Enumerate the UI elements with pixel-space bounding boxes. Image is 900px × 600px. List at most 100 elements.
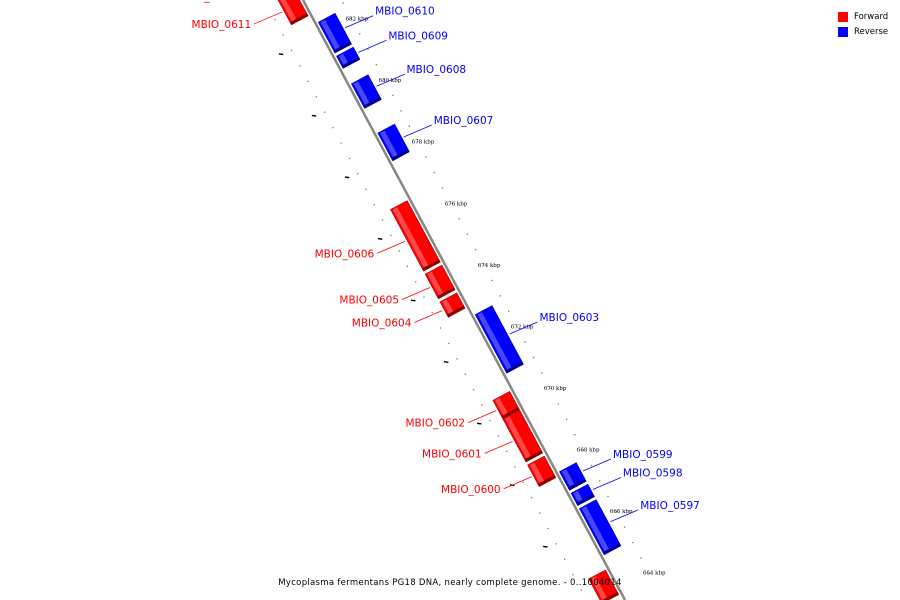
tick-mark (278, 53, 284, 56)
grid-dot (332, 126, 334, 129)
gene-block-mbio_0605[interactable] (424, 264, 456, 300)
grid-dot (563, 558, 566, 560)
grid-dot (632, 541, 634, 544)
gene-highlight (280, 0, 298, 23)
gene-block-mbio_0598[interactable] (570, 483, 595, 507)
gene-label[interactable]: MBIO_0601 (422, 448, 482, 460)
leader-line (484, 440, 513, 454)
legend-item-forward: Forward (838, 9, 888, 24)
tick-mark (476, 422, 482, 425)
gene-block-mbio_0604[interactable] (439, 292, 466, 318)
grid-dot (299, 65, 301, 67)
grid-dot (441, 187, 444, 189)
gene-block-mbio_0597[interactable] (578, 499, 622, 556)
grid-dot (539, 512, 541, 514)
gene-features (277, 0, 622, 600)
gene-label[interactable]: MBIO_0602 (405, 418, 465, 430)
grid-dot (373, 204, 375, 206)
tick-label: 670 kbp (544, 386, 567, 392)
gene-block-mbio_0601[interactable] (502, 409, 544, 463)
grid-dot (357, 173, 359, 175)
gene-label[interactable]: MBIO_0604 (352, 318, 412, 330)
genome-backbone (301, 0, 627, 600)
grid-dot (590, 464, 593, 467)
gene-endcap (333, 41, 352, 53)
gene-block-mbio_0600[interactable] (527, 455, 557, 488)
tick-label: 668 kbp (577, 448, 600, 454)
grid-dot (381, 219, 384, 221)
tick-label: 682 kbp (346, 17, 369, 23)
tick-label: 674 kbp (478, 263, 501, 269)
gene-block-unlabeled[interactable] (588, 569, 620, 600)
leader-line (467, 410, 497, 423)
grid-dot (323, 111, 326, 113)
gene-block-mbio_0599[interactable] (559, 462, 587, 491)
grid-dot (555, 543, 557, 545)
grid-dot (439, 327, 442, 329)
grid-dot (565, 418, 568, 420)
gene-highlight (561, 469, 576, 489)
grid-dot (472, 389, 475, 391)
grid-dot (423, 296, 425, 298)
tick-marks: 682 kbp 680 kbp 678 kbp 676 kbp 674 kbp 672 k… (278, 17, 666, 577)
grid-dot (383, 79, 386, 81)
gene-highlight (529, 462, 545, 485)
gene-endcap (602, 591, 619, 600)
gene-label[interactable]: MBIO_0605 (339, 294, 399, 306)
gene-label[interactable]: MBIO_0610 (375, 6, 435, 18)
grid-dot (390, 234, 392, 237)
grid-dot (497, 435, 500, 437)
gene-block-mbio_0603[interactable] (474, 305, 524, 374)
grid-dot (623, 526, 626, 528)
grid-dot (417, 141, 419, 143)
grid-dot (522, 481, 524, 483)
gene-label[interactable]: MBIO_0603 (539, 312, 599, 324)
grid-dot (274, 19, 276, 21)
gene-endcap (391, 149, 410, 161)
grid-dot (340, 142, 342, 144)
grid-dot (400, 110, 402, 112)
gene-endcap (568, 478, 587, 491)
gene-endcap (341, 56, 360, 69)
reverse-swatch (838, 26, 848, 37)
gene-endcap (289, 13, 309, 25)
gene-label[interactable]: MBIO_0609 (388, 30, 448, 42)
grid-dot (530, 497, 533, 499)
leader-line (509, 321, 538, 335)
gene-label[interactable]: MBIO_0612 (177, 0, 237, 3)
grid-dot (367, 48, 369, 50)
gene-endcap (537, 475, 556, 487)
tick-mark (377, 237, 383, 240)
leader-line (610, 509, 639, 523)
gene-label[interactable]: MBIO_0608 (407, 64, 467, 76)
grid-dot (481, 404, 483, 406)
grid-dot (398, 250, 400, 252)
gene-label[interactable]: MBIO_0599 (613, 449, 673, 461)
gene-block-mbio_0609[interactable] (336, 46, 361, 69)
grid-dot (483, 264, 485, 266)
grid-dot (574, 434, 576, 436)
gene-block-mbio_0606[interactable] (390, 200, 441, 272)
leader-line (582, 458, 612, 472)
gene-block-mbio_0607[interactable] (377, 123, 410, 162)
gene-highlight (581, 506, 610, 553)
gene-highlight (392, 207, 430, 270)
gene-label[interactable]: MBIO_0600 (441, 484, 501, 496)
gene-label[interactable]: MBIO_0607 (434, 115, 494, 127)
gene-label[interactable]: MBIO_0611 (192, 19, 252, 31)
grid-dot (350, 17, 353, 19)
gene-block-mbio_0608[interactable] (350, 74, 382, 109)
grid-dot (456, 358, 458, 360)
gene-label[interactable]: MBIO_0597 (640, 500, 700, 512)
gene-endcap (446, 305, 465, 318)
gene-block-mbio_0602[interactable] (492, 390, 521, 420)
gene-highlight (477, 312, 513, 372)
gene-label[interactable]: MBIO_0598 (623, 467, 683, 479)
gene-block-mbio_0610[interactable] (317, 12, 353, 54)
grid-dot (392, 94, 394, 97)
gene-block-mbio_0611[interactable] (277, 0, 309, 26)
grid-dot (450, 202, 452, 205)
grid-dot (572, 574, 574, 576)
gene-label[interactable]: MBIO_0606 (315, 248, 375, 260)
